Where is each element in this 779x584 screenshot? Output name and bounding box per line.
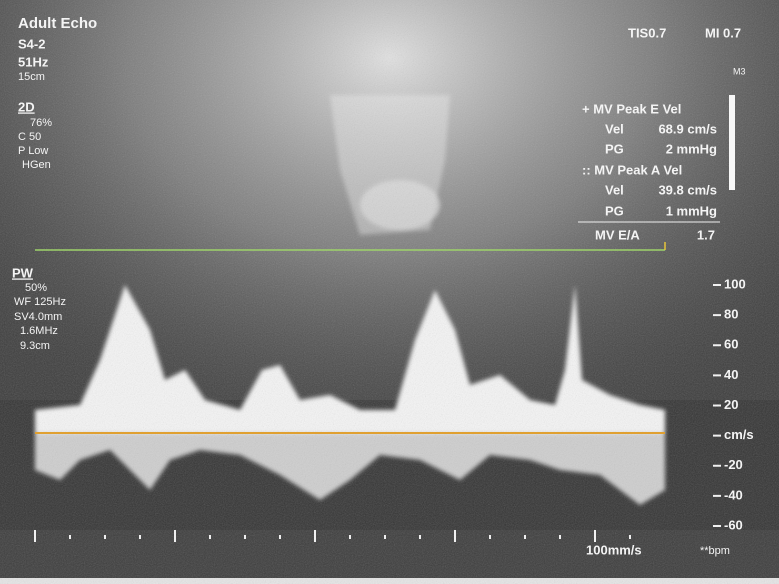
velocity-scale: 100 80 60 40 20 cm/s -20 -40 -60: [713, 276, 754, 532]
measure-value: 1 mmHg: [666, 203, 717, 218]
mode-pw: PW: [12, 265, 34, 280]
probe: S4-2: [18, 36, 45, 51]
heart-rate: **bpm: [700, 545, 730, 557]
scale-label: 100: [724, 276, 746, 291]
mode-2d: 2D: [18, 99, 35, 114]
tis: TIS0.7: [628, 25, 666, 40]
depth: 15cm: [18, 71, 45, 83]
setting: C 50: [18, 131, 41, 143]
mi: MI 0.7: [705, 25, 741, 40]
setting: P Low: [18, 145, 48, 157]
scale-label: -40: [724, 487, 743, 502]
measure-label: Vel: [605, 121, 624, 136]
setting: HGen: [22, 159, 51, 171]
page-edge: [0, 578, 779, 584]
scale-label: -20: [724, 457, 743, 472]
frame-rate: 51Hz: [18, 54, 49, 69]
time-ticks: [34, 530, 631, 542]
measure-title: + MV Peak E Vel: [582, 101, 681, 116]
scale-label: cm/s: [724, 427, 754, 442]
setting: WF 125Hz: [14, 296, 66, 308]
setting: 9.3cm: [20, 340, 50, 352]
measure-value: 39.8 cm/s: [658, 182, 717, 197]
scale-label: -60: [724, 517, 743, 532]
ratio-value: 1.7: [697, 227, 715, 242]
setting: 1.6MHz: [20, 325, 58, 337]
map: M3: [733, 66, 746, 76]
setting: SV4.0mm: [14, 311, 62, 323]
scale-label: 80: [724, 307, 738, 322]
measure-title: :: MV Peak A Vel: [582, 162, 682, 177]
measure-label: PG: [605, 203, 624, 218]
measure-label: PG: [605, 141, 624, 156]
scale-label: 40: [724, 367, 738, 382]
title: Adult Echo: [18, 15, 97, 32]
scale-label: 20: [724, 397, 738, 412]
measure-value: 68.9 cm/s: [658, 121, 717, 136]
ratio-label: MV E/A: [595, 227, 640, 242]
scale-label: 60: [724, 337, 738, 352]
sweep-speed: 100mm/s: [586, 542, 642, 557]
measure-value: 2 mmHg: [666, 141, 717, 156]
setting: 50%: [25, 282, 47, 294]
measure-label: Vel: [605, 182, 624, 197]
setting: 76%: [30, 117, 52, 129]
